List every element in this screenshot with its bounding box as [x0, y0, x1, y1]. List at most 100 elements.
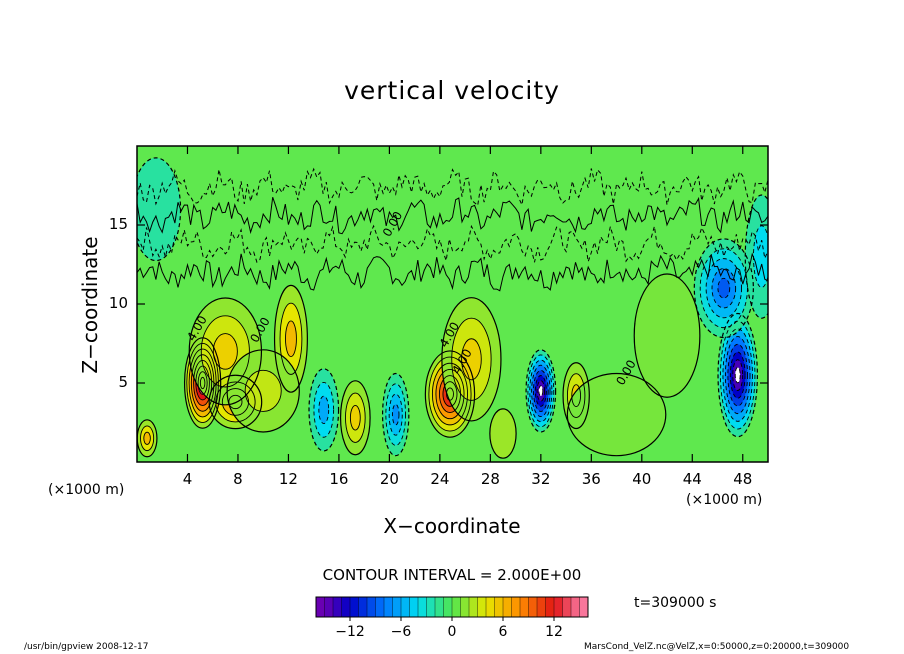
heatmap-cell — [340, 380, 371, 455]
contour-line — [137, 224, 768, 263]
contour-line — [197, 371, 208, 395]
contour-line — [193, 359, 213, 407]
colorbar-tick-label: −12 — [335, 624, 365, 640]
contour-fill — [213, 333, 238, 370]
contour-line — [705, 258, 742, 319]
axis-ticks — [137, 146, 768, 462]
colorbar-swatch — [316, 597, 325, 617]
colorbar-swatch — [341, 597, 351, 617]
colorbar-swatch — [494, 597, 504, 617]
contour-line — [571, 384, 582, 408]
contour-line — [720, 320, 756, 430]
x-tick-label: 12 — [278, 470, 298, 488]
contour-line — [441, 297, 502, 422]
contour-fill — [634, 273, 700, 398]
heatmap-cell — [567, 373, 666, 456]
contour-line — [529, 359, 553, 423]
heatmap-cell — [137, 419, 157, 457]
contour-line — [711, 268, 737, 309]
heatmap-field — [137, 146, 768, 462]
colorbar-swatch — [418, 597, 427, 617]
contour-fill — [538, 385, 543, 397]
contour-line — [732, 359, 744, 391]
x-tick-label: 44 — [682, 470, 702, 488]
heatmap-cell — [694, 238, 754, 338]
contour-fill — [392, 404, 399, 425]
colorbar-swatch — [367, 597, 376, 617]
contour-fill — [245, 370, 282, 412]
contour-line — [744, 194, 768, 319]
contour-line — [313, 382, 335, 438]
contour-line — [137, 167, 768, 207]
contour-fill — [489, 408, 517, 459]
colorbar-swatch — [324, 597, 334, 617]
x-tick-label: 28 — [480, 470, 500, 488]
contour-line — [534, 375, 547, 407]
colorbar-swatch — [460, 597, 470, 617]
x-tick-label: 4 — [182, 470, 193, 488]
contour-line — [143, 431, 151, 445]
contour-line — [442, 381, 458, 407]
contour-line — [527, 354, 555, 428]
colorbar-swatch — [537, 597, 546, 617]
colorbar-swatch — [511, 597, 521, 617]
colorbar-swatch — [486, 597, 495, 617]
contour-line — [221, 388, 250, 416]
contour-line — [729, 351, 746, 399]
footer-right-text: MarsCond_VelZ.nc@VelZ,x=0:50000,z=0:2000… — [584, 642, 850, 652]
colorbar-swatch — [469, 597, 478, 617]
colorbar-swatch — [452, 597, 461, 617]
colorbar-swatch — [392, 597, 402, 617]
contour-line — [345, 392, 366, 443]
x-tick-label: 16 — [329, 470, 349, 488]
contour-line — [244, 369, 282, 412]
contour-fill — [735, 367, 741, 383]
colorbar-swatch — [443, 597, 453, 617]
contour-line — [200, 315, 250, 388]
contour-line — [385, 383, 407, 446]
colorbar-tick-label: 0 — [447, 624, 457, 640]
colorbar-swatch — [384, 597, 393, 617]
contour-line — [428, 356, 472, 432]
heatmap-cell — [634, 273, 700, 398]
contour-line — [435, 368, 465, 420]
contour-line — [279, 302, 303, 375]
contour-line — [318, 395, 330, 425]
contour-line — [538, 385, 544, 397]
contour-line — [525, 349, 557, 433]
colorbar-tick-label: 12 — [545, 624, 563, 640]
colorbar-swatch — [426, 597, 436, 617]
contour-line — [533, 369, 549, 412]
contour-line — [717, 277, 731, 299]
contour-line — [349, 404, 361, 431]
colorbar-swatch — [401, 597, 410, 617]
footer-left-text: /usr/bin/gpview 2008-12-17 — [24, 642, 149, 652]
contour-line — [562, 362, 590, 430]
colorbar-swatch — [545, 597, 555, 617]
heatmap-cell — [382, 373, 409, 456]
contour-line — [693, 238, 754, 339]
contour-line — [339, 380, 371, 456]
contour-line — [137, 196, 768, 235]
chart-title: vertical velocity — [344, 76, 560, 105]
contour-line — [308, 368, 340, 452]
x-tick-label: 8 — [233, 470, 243, 488]
contour-line — [431, 362, 469, 426]
colorbar-swatch — [358, 597, 368, 617]
time-label: t=309000 s — [634, 595, 717, 611]
contour-fill — [717, 278, 730, 299]
contour-fill — [753, 225, 768, 288]
colorbar-swatch — [350, 597, 359, 617]
contour-fill — [285, 320, 297, 357]
colorbar-swatch — [579, 597, 589, 617]
heatmap-cell — [309, 368, 339, 451]
contour-interval-label: CONTOUR INTERVAL = 2.000E+00 — [322, 566, 582, 584]
heatmap-cell — [489, 408, 517, 459]
contour-line — [388, 393, 403, 436]
colorbar-swatch — [528, 597, 538, 617]
colorbar-swatch — [554, 597, 563, 617]
colorbar-swatch — [562, 597, 572, 617]
contour-lines — [137, 157, 768, 459]
colorbar-swatch — [520, 597, 529, 617]
